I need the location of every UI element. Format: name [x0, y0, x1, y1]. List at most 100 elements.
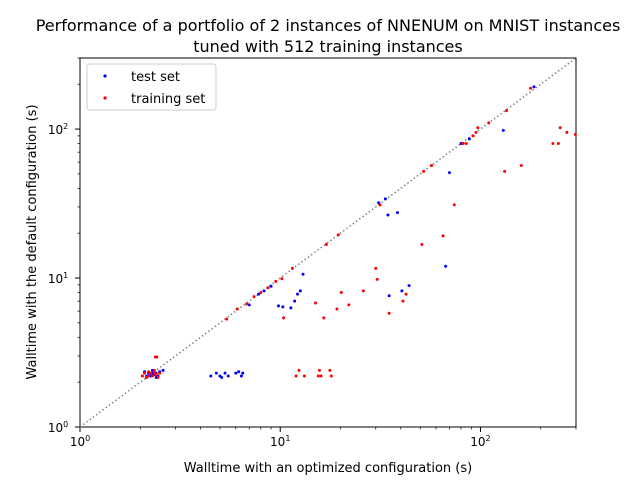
- point-test-set: [257, 292, 261, 296]
- point-training-set: [505, 109, 509, 113]
- point-training-set: [302, 374, 306, 378]
- point-training-set: [252, 295, 256, 299]
- point-training-set: [573, 132, 577, 136]
- point-training-set: [420, 242, 424, 246]
- point-training-set: [140, 374, 144, 378]
- point-test-set: [281, 305, 285, 309]
- point-training-set: [558, 126, 562, 130]
- point-training-set: [319, 374, 323, 378]
- point-training-set: [266, 286, 270, 290]
- point-training-set: [245, 302, 249, 306]
- point-training-set: [529, 86, 533, 90]
- point-training-set: [375, 277, 379, 281]
- point-training-set: [259, 290, 263, 294]
- plot-frame: [79, 57, 577, 428]
- point-training-set: [503, 169, 507, 173]
- point-training-set: [150, 374, 154, 378]
- point-test-set: [400, 289, 404, 293]
- point-training-set: [464, 142, 468, 146]
- point-training-set: [225, 317, 229, 321]
- point-training-set: [324, 242, 328, 246]
- point-test-set: [298, 289, 302, 293]
- point-test-set: [161, 368, 165, 372]
- legend-label-training-set: training set: [131, 92, 205, 107]
- point-test-set: [209, 374, 213, 378]
- point-training-set: [551, 142, 555, 146]
- point-training-set: [347, 303, 351, 307]
- point-test-set: [223, 371, 227, 375]
- point-test-set: [467, 137, 471, 141]
- x-tick-label: 102: [470, 434, 490, 449]
- point-training-set: [374, 266, 378, 270]
- point-training-set: [361, 289, 365, 293]
- point-training-set: [313, 301, 317, 305]
- x-axis: 100 101 102: [70, 427, 577, 449]
- point-training-set: [565, 130, 569, 134]
- y-tick-label: 101: [48, 271, 68, 286]
- point-test-set: [383, 197, 387, 201]
- point-training-set: [147, 374, 151, 378]
- point-test-set: [234, 371, 238, 375]
- point-training-set: [235, 307, 239, 311]
- point-test-set: [269, 284, 273, 288]
- legend: test set training set: [86, 63, 217, 111]
- points-group: [140, 85, 577, 379]
- point-test-set: [501, 128, 505, 132]
- point-training-set: [158, 371, 162, 375]
- point-test-set: [532, 85, 536, 89]
- point-training-set: [274, 279, 278, 283]
- point-training-set: [316, 374, 320, 378]
- point-test-set: [301, 272, 305, 276]
- point-training-set: [476, 126, 480, 130]
- point-training-set: [294, 374, 298, 378]
- diagonal-line: [79, 57, 577, 428]
- point-training-set: [152, 368, 156, 372]
- point-test-set: [444, 264, 448, 268]
- point-training-set: [401, 299, 405, 303]
- point-test-set: [293, 299, 297, 303]
- point-training-set: [387, 311, 391, 315]
- point-training-set: [143, 371, 147, 375]
- point-test-set: [237, 370, 241, 374]
- point-training-set: [297, 368, 301, 372]
- point-training-set: [156, 375, 160, 379]
- x-tick-label: 101: [270, 434, 290, 449]
- point-test-set: [296, 292, 300, 296]
- point-test-set: [447, 171, 451, 175]
- point-test-set: [239, 374, 243, 378]
- point-training-set: [556, 142, 560, 146]
- point-training-set: [149, 371, 153, 375]
- x-tick-label: 100: [70, 434, 90, 449]
- legend-label-test-set: test set: [131, 70, 180, 85]
- point-test-set: [407, 284, 411, 288]
- point-training-set: [322, 316, 326, 320]
- diagonal-line-group: [79, 57, 577, 428]
- point-training-set: [335, 307, 339, 311]
- point-training-set: [378, 203, 382, 207]
- point-test-set: [241, 371, 245, 375]
- point-test-set: [220, 375, 224, 379]
- point-test-set: [395, 211, 399, 215]
- point-training-set: [422, 169, 426, 173]
- point-training-set: [487, 121, 491, 125]
- point-test-set: [459, 142, 463, 146]
- y-axis-label: Walltime with the default configuration …: [25, 104, 40, 379]
- y-axis: 100 101 102: [48, 57, 80, 435]
- point-training-set: [152, 371, 156, 375]
- point-test-set: [387, 294, 391, 298]
- point-training-set: [471, 134, 475, 138]
- point-training-set: [519, 163, 523, 167]
- point-test-set: [262, 289, 266, 293]
- y-tick-label: 100: [48, 420, 68, 435]
- point-training-set: [404, 292, 408, 296]
- point-training-set: [282, 316, 286, 320]
- legend-marker-training-set: [103, 96, 107, 100]
- point-test-set: [247, 303, 251, 307]
- chart-title-line2: tuned with 512 training instances: [193, 37, 462, 56]
- point-test-set: [276, 304, 280, 308]
- point-training-set: [336, 233, 340, 237]
- point-test-set: [386, 213, 390, 217]
- point-training-set: [452, 203, 456, 207]
- x-axis-label: Walltime with an optimized configuration…: [184, 461, 472, 476]
